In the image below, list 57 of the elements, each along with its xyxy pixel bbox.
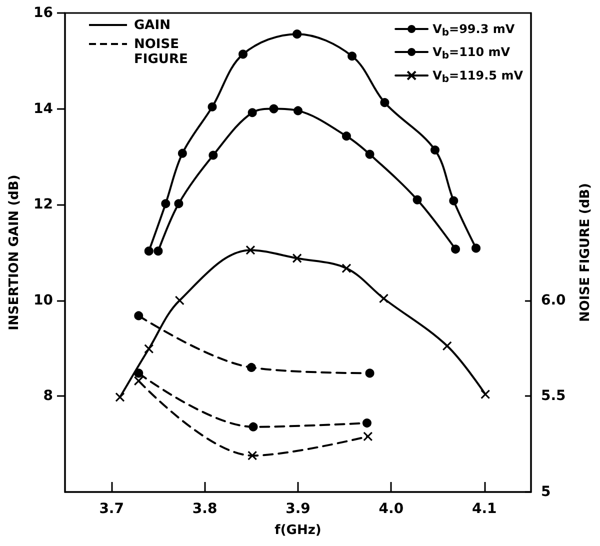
point xyxy=(174,296,184,306)
y2-axis-title: NOISE FIGURE (dB) xyxy=(578,183,593,322)
x-tick-label: 4.0 xyxy=(378,501,404,517)
y-tick-label: 14 xyxy=(34,100,54,117)
point xyxy=(154,246,163,256)
y-tick-label: 8 xyxy=(43,388,53,404)
point xyxy=(480,389,490,400)
point xyxy=(246,362,256,372)
point xyxy=(174,199,184,208)
point xyxy=(472,244,481,253)
point xyxy=(342,132,351,141)
y-tick-label: 16 xyxy=(34,5,53,21)
point xyxy=(412,195,422,204)
point xyxy=(134,376,144,386)
point xyxy=(294,106,302,116)
point xyxy=(348,52,357,61)
point xyxy=(238,50,248,59)
point xyxy=(134,311,144,320)
y2-tick-label: 5.5 xyxy=(541,388,566,404)
point xyxy=(208,150,218,160)
y-tick-label: 12 xyxy=(34,196,53,213)
point xyxy=(451,244,460,254)
annotation: GAIN xyxy=(134,18,172,33)
point xyxy=(380,98,390,108)
point xyxy=(365,368,374,378)
point xyxy=(292,253,302,264)
point xyxy=(144,344,154,354)
point xyxy=(378,294,389,304)
x-tick-label: 3.9 xyxy=(286,501,310,517)
point xyxy=(248,108,257,118)
y2-tick-label: 6.0 xyxy=(541,292,566,308)
point xyxy=(248,450,258,460)
x-tick-label: 3.8 xyxy=(192,501,218,517)
point xyxy=(365,150,374,159)
annotation: NOISE FIGURE xyxy=(134,37,189,67)
point xyxy=(248,422,258,432)
y-axis-title: INSERTION GAIN (dB) xyxy=(7,174,22,330)
x-axis-title: f(GHz) xyxy=(274,523,322,538)
point xyxy=(134,368,144,378)
y2-tick-label: 5 xyxy=(541,484,551,500)
point xyxy=(430,145,440,154)
point xyxy=(161,199,170,208)
point xyxy=(362,418,372,428)
y-tick-label: 10 xyxy=(34,292,54,308)
x-tick-label: 3.7 xyxy=(99,501,124,517)
point xyxy=(363,432,373,442)
x-tick-label: 4.1 xyxy=(472,501,497,517)
point xyxy=(115,392,125,402)
point xyxy=(292,30,302,39)
point xyxy=(269,104,278,114)
point xyxy=(449,196,458,206)
point xyxy=(144,246,154,256)
point xyxy=(342,264,352,274)
point xyxy=(178,148,187,158)
point xyxy=(442,341,452,351)
point xyxy=(246,245,256,255)
point xyxy=(208,102,217,112)
